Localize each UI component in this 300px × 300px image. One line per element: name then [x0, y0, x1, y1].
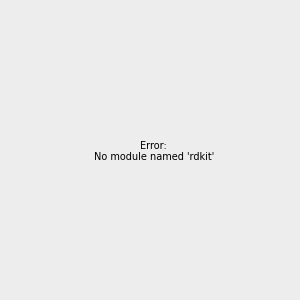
- Text: Error:
No module named 'rdkit': Error: No module named 'rdkit': [94, 141, 214, 162]
